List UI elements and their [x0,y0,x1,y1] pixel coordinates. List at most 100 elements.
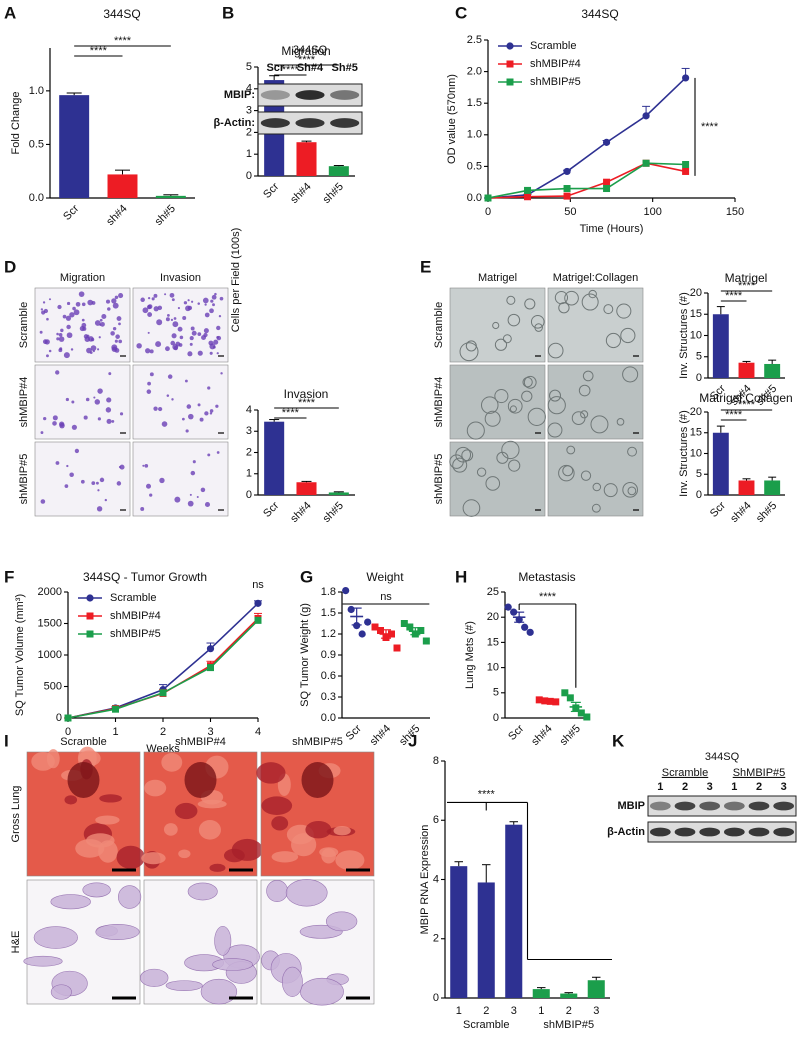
y-axis-label: Fold Change [10,92,22,155]
error-bar [716,306,725,315]
row-label: β-Actin [607,826,645,838]
error-bar [115,169,130,175]
cell [170,340,176,346]
cell [174,496,181,503]
error-bar [509,821,519,825]
cell [73,309,80,316]
x-tick-label: 3 [593,1005,599,1017]
y-tick-label: 15 [690,308,702,320]
y-axis-label: OD value (570nm) [446,74,458,164]
cell [169,292,175,298]
structure [582,370,594,382]
bar [738,480,755,495]
structure [627,486,637,496]
bar [155,195,186,198]
error-bar [163,194,179,196]
structure [547,422,563,438]
image-cell [132,364,229,440]
cell [66,324,71,330]
tissue [231,838,263,861]
y-tick-label: 4 [246,404,252,416]
y-tick-label: 10 [690,329,702,341]
legend-label: shMBIP#4 [110,610,161,622]
y-tick-label: 20 [690,406,702,418]
structure [590,415,609,434]
x-tick-label: Scr [344,722,364,742]
y-tick-label: 10 [690,447,702,459]
dot [358,630,366,638]
y-tick-label: 0.6 [321,670,336,682]
cell [191,300,194,303]
chart-title: Matrigel:Collagen [699,391,792,405]
dot [393,644,401,652]
cell [188,413,194,420]
error-bar [410,627,421,636]
cell [191,330,197,336]
legend-marker [86,630,94,638]
tissue [209,863,226,872]
cell [70,348,74,351]
cell [153,406,158,411]
cell [209,409,214,413]
panel-label: I [4,731,9,750]
cell [40,308,44,311]
bar [328,166,349,176]
row-label: shMBIP#4 [18,377,30,428]
tissue [271,816,289,831]
y-tick-label: 2000 [38,586,62,598]
lobe [23,955,63,967]
cell [107,307,111,311]
cell [56,337,60,341]
image-cell [34,364,131,440]
x-tick-label: 2 [160,726,166,738]
image-cell [547,287,644,363]
cell [58,333,63,337]
cell [147,312,153,317]
column-label: Matrigel:Collagen [553,272,639,284]
x-tick-label: 3 [207,726,213,738]
point [159,689,167,697]
cell [81,302,86,307]
heart [301,762,334,798]
cell [177,306,181,310]
cell [118,339,123,344]
cell [94,320,101,326]
annotation: **** [114,35,132,47]
structure [527,407,546,426]
cell [157,305,163,311]
bar [532,989,550,998]
x-tick-label: 150 [726,206,744,218]
x-tick-label: Scr [506,722,526,742]
image-cell [547,441,644,517]
column-label: Matrigel [478,272,517,284]
cell [108,372,112,376]
structure [507,313,521,327]
error-bar [514,611,525,623]
cell [40,499,46,504]
y-tick-label: 1.2 [321,628,336,640]
dot [504,603,512,611]
structure [509,405,517,413]
cell [204,411,209,416]
cell [199,417,204,422]
dot [371,623,379,631]
cell [43,416,47,421]
cell [97,348,100,351]
cell [86,334,90,338]
cell [111,298,117,304]
cell [144,464,149,468]
structure [507,398,523,414]
column-label: Migration [60,272,105,284]
structure [578,384,591,397]
cell [179,335,184,340]
cell [100,321,105,327]
x-tick-label: Scr [61,202,81,222]
point [254,616,262,624]
cell [65,397,69,402]
cell [145,348,151,354]
row-label: H&E [10,931,22,954]
cell [203,328,209,334]
cell [149,349,154,354]
blot-band [674,827,696,837]
